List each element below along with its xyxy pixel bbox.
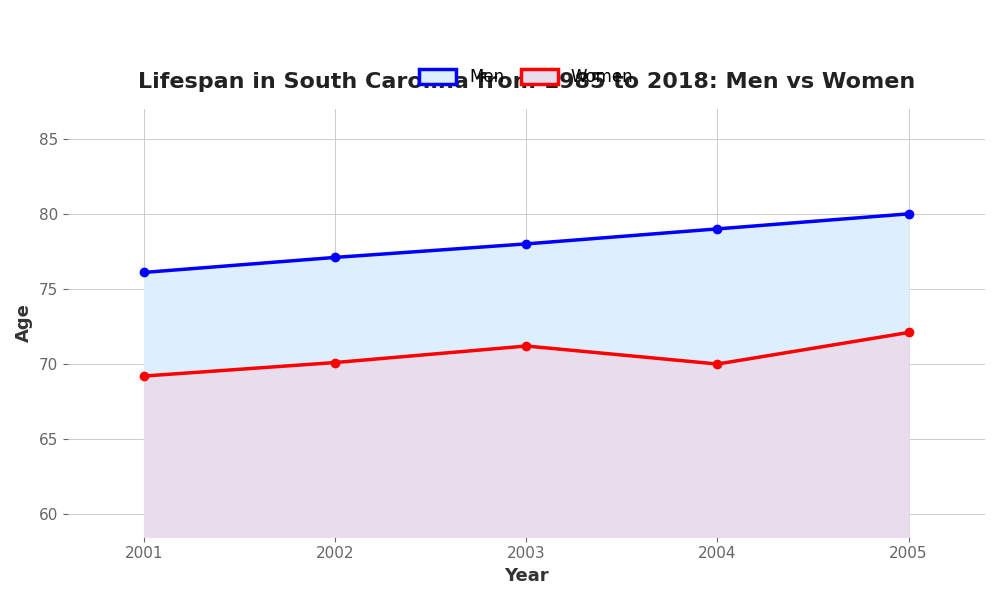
X-axis label: Year: Year xyxy=(504,567,549,585)
Y-axis label: Age: Age xyxy=(15,303,33,342)
Title: Lifespan in South Carolina from 1985 to 2018: Men vs Women: Lifespan in South Carolina from 1985 to … xyxy=(138,72,915,92)
Legend: Men, Women: Men, Women xyxy=(412,61,640,93)
